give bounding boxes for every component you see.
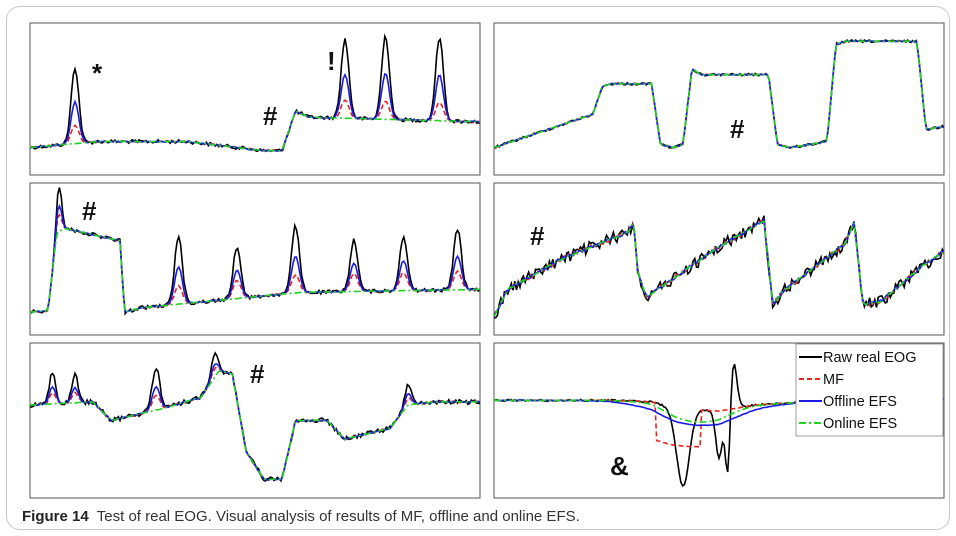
event-marker: * xyxy=(92,58,103,88)
legend-entry: MF xyxy=(799,372,844,388)
legend-label: MF xyxy=(823,372,844,388)
figure-caption: Figure 14 Test of real EOG. Visual analy… xyxy=(22,508,580,525)
panel-border xyxy=(29,342,481,499)
panel-border xyxy=(493,22,945,176)
online-efs-trace xyxy=(494,397,944,424)
legend-entry: Raw real EOG xyxy=(799,350,916,366)
event-marker: # xyxy=(250,359,265,389)
legend-entry: Offline EFS xyxy=(799,394,897,410)
event-marker: ! xyxy=(327,46,336,76)
figure-caption-text: Test of real EOG. Visual analysis of res… xyxy=(96,508,580,525)
online-efs-trace xyxy=(30,227,480,314)
panel-border xyxy=(29,22,481,176)
event-marker: # xyxy=(730,114,745,144)
legend-label: Online EFS xyxy=(823,416,897,432)
eog-panel-middle-left: # xyxy=(29,182,481,336)
eog-panel-top-right: # xyxy=(493,22,945,176)
eog-panel-top-left: * #! xyxy=(29,22,481,176)
online-efs-trace xyxy=(30,370,480,481)
legend: Raw real EOG MF Offline EFS Online EFS xyxy=(795,343,944,437)
event-marker: # xyxy=(263,101,278,131)
panel-border xyxy=(29,182,481,336)
event-marker: & xyxy=(610,451,629,481)
legend-entry: Online EFS xyxy=(799,416,897,432)
event-marker: # xyxy=(530,221,545,251)
offline-efs-trace xyxy=(494,216,944,318)
eog-panel-middle-right: # xyxy=(493,182,945,336)
figure-label: Figure 14 xyxy=(22,508,89,525)
online-efs-trace xyxy=(494,40,944,149)
online-efs-trace xyxy=(30,110,480,152)
event-marker: # xyxy=(82,196,97,226)
legend-label: Raw real EOG xyxy=(823,350,916,366)
eog-panel-bottom-left: # xyxy=(29,342,481,499)
legend-label: Offline EFS xyxy=(823,394,897,410)
